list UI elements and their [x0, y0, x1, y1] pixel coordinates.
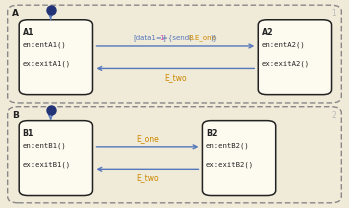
Text: ex:exitB2(): ex:exitB2() [206, 161, 254, 168]
Text: en:entB1(): en:entB1() [23, 142, 66, 149]
Text: B: B [12, 111, 19, 120]
FancyBboxPatch shape [19, 121, 92, 196]
Text: A2: A2 [262, 28, 273, 37]
Text: E_two: E_two [164, 73, 187, 82]
Text: 2: 2 [331, 111, 336, 120]
Text: 1: 1 [159, 35, 164, 41]
Text: E_two: E_two [136, 173, 159, 182]
Text: B.E_one: B.E_one [188, 34, 216, 41]
FancyBboxPatch shape [8, 107, 341, 203]
FancyBboxPatch shape [19, 20, 92, 95]
Text: 1: 1 [331, 9, 336, 18]
Text: B2: B2 [206, 129, 217, 138]
Text: [data1==: [data1== [134, 34, 168, 41]
Text: ex:exitA1(): ex:exitA1() [23, 60, 71, 67]
Text: en:entA1(): en:entA1() [23, 42, 66, 48]
FancyBboxPatch shape [258, 20, 332, 95]
Text: ex:exitA2(): ex:exitA2() [262, 60, 310, 67]
Text: en:entB2(): en:entB2() [206, 142, 250, 149]
Text: A: A [12, 9, 19, 18]
Text: B1: B1 [23, 129, 34, 138]
FancyBboxPatch shape [8, 5, 341, 103]
Text: A1: A1 [23, 28, 34, 37]
Text: en:entA2(): en:entA2() [262, 42, 305, 48]
Text: )}: )} [211, 34, 218, 41]
FancyBboxPatch shape [202, 121, 276, 196]
Text: ex:exitB1(): ex:exitB1() [23, 161, 71, 168]
Text: ] {send(: ] {send( [163, 34, 191, 41]
Text: E_one: E_one [136, 134, 159, 143]
